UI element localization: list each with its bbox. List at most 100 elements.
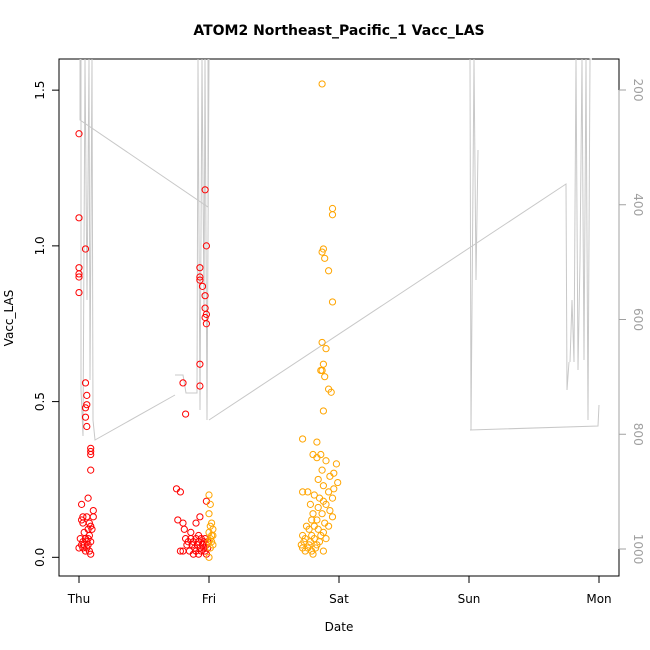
y2-tick-label: 400: [631, 193, 645, 216]
point-red: [180, 525, 188, 533]
point-orange: [325, 488, 333, 496]
point-red: [196, 382, 204, 390]
point-orange: [318, 248, 326, 256]
point-red: [75, 273, 83, 281]
point-red: [81, 413, 90, 421]
points-layer: [75, 80, 342, 561]
y-tick-label: 0.0: [33, 548, 47, 567]
point-orange: [310, 491, 318, 499]
point-red: [88, 525, 96, 533]
point-orange: [304, 488, 312, 496]
point-orange: [328, 211, 337, 219]
point-orange: [313, 438, 321, 446]
x-axis-label: Date: [325, 620, 354, 634]
point-orange: [305, 525, 313, 533]
profile-line: [208, 183, 570, 421]
point-red: [83, 391, 91, 399]
point-red: [182, 410, 190, 418]
point-red: [87, 550, 95, 558]
point-red: [176, 488, 184, 496]
point-red: [176, 547, 184, 555]
point-red: [198, 282, 207, 290]
point-red: [75, 270, 83, 278]
point-orange: [314, 475, 322, 484]
point-red: [196, 360, 204, 368]
point-orange: [318, 338, 326, 347]
point-red: [174, 516, 182, 524]
point-red: [81, 547, 90, 555]
y-tick-label: 1.0: [33, 236, 47, 255]
point-red: [196, 276, 204, 284]
plot-frame: [58, 58, 620, 577]
point-red: [87, 447, 95, 456]
y2-tick-label: 600: [631, 308, 645, 331]
point-red: [196, 513, 204, 521]
point-orange: [309, 510, 317, 518]
y2-tick-label: 800: [631, 423, 645, 446]
point-red: [201, 292, 209, 300]
point-orange: [309, 550, 317, 558]
point-red: [195, 550, 203, 558]
point-orange: [318, 466, 326, 474]
point-orange: [205, 491, 213, 499]
point-orange: [322, 500, 330, 508]
plot-area: [58, 58, 620, 577]
point-orange: [319, 360, 327, 368]
y2-tick-label: 1000: [631, 534, 645, 565]
point-red: [89, 513, 97, 521]
y-tick-label: 1.5: [33, 81, 47, 100]
point-orange: [319, 547, 327, 555]
point-red: [75, 130, 83, 138]
y2-tick-label: 200: [631, 79, 645, 102]
point-orange: [319, 482, 327, 490]
point-orange: [299, 435, 307, 443]
x-axis: Thu Fri Sat Sun Mon: [67, 575, 612, 606]
point-orange: [321, 373, 329, 381]
x-tick-label: Sat: [329, 592, 349, 606]
point-orange: [205, 510, 213, 518]
point-red: [183, 541, 191, 549]
point-red: [83, 422, 91, 431]
point-orange: [328, 494, 337, 502]
point-red: [192, 519, 200, 527]
point-red: [87, 466, 95, 474]
profile-line: [469, 404, 600, 431]
x-tick-label: Fri: [202, 592, 216, 606]
point-orange: [328, 298, 337, 306]
y-axis-label: Vacc_LAS: [2, 290, 16, 347]
point-orange: [321, 254, 329, 262]
point-orange: [314, 503, 322, 512]
point-red: [179, 547, 187, 555]
point-orange: [318, 366, 326, 375]
point-red: [187, 528, 195, 536]
point-orange: [308, 516, 316, 524]
point-orange: [318, 510, 326, 518]
point-orange: [334, 478, 342, 487]
profile-line-layer: [79, 58, 600, 441]
point-orange: [328, 204, 337, 213]
chart-title: ATOM2 Northeast_Pacific_1 Vacc_LAS: [193, 23, 484, 39]
profile-line: [469, 58, 479, 431]
x-tick-label: Sun: [458, 592, 481, 606]
x-tick-label: Mon: [586, 592, 611, 606]
point-red: [87, 450, 95, 459]
profile-line: [79, 59, 209, 208]
point-orange: [313, 516, 321, 524]
point-orange: [314, 525, 322, 533]
point-red: [179, 379, 187, 387]
point-red: [84, 494, 92, 502]
point-orange: [327, 388, 335, 396]
profile-line: [80, 58, 176, 441]
point-orange: [299, 488, 307, 496]
point-red: [196, 273, 204, 281]
point-red: [75, 544, 83, 552]
y-axis-right: 200 400 600 800 1000: [618, 79, 645, 565]
point-orange: [332, 460, 340, 468]
point-orange: [319, 407, 327, 415]
profile-line: [569, 58, 592, 421]
point-red: [89, 506, 97, 515]
point-orange: [325, 267, 333, 275]
y-tick-label: 0.5: [33, 392, 47, 411]
point-orange: [325, 522, 333, 530]
